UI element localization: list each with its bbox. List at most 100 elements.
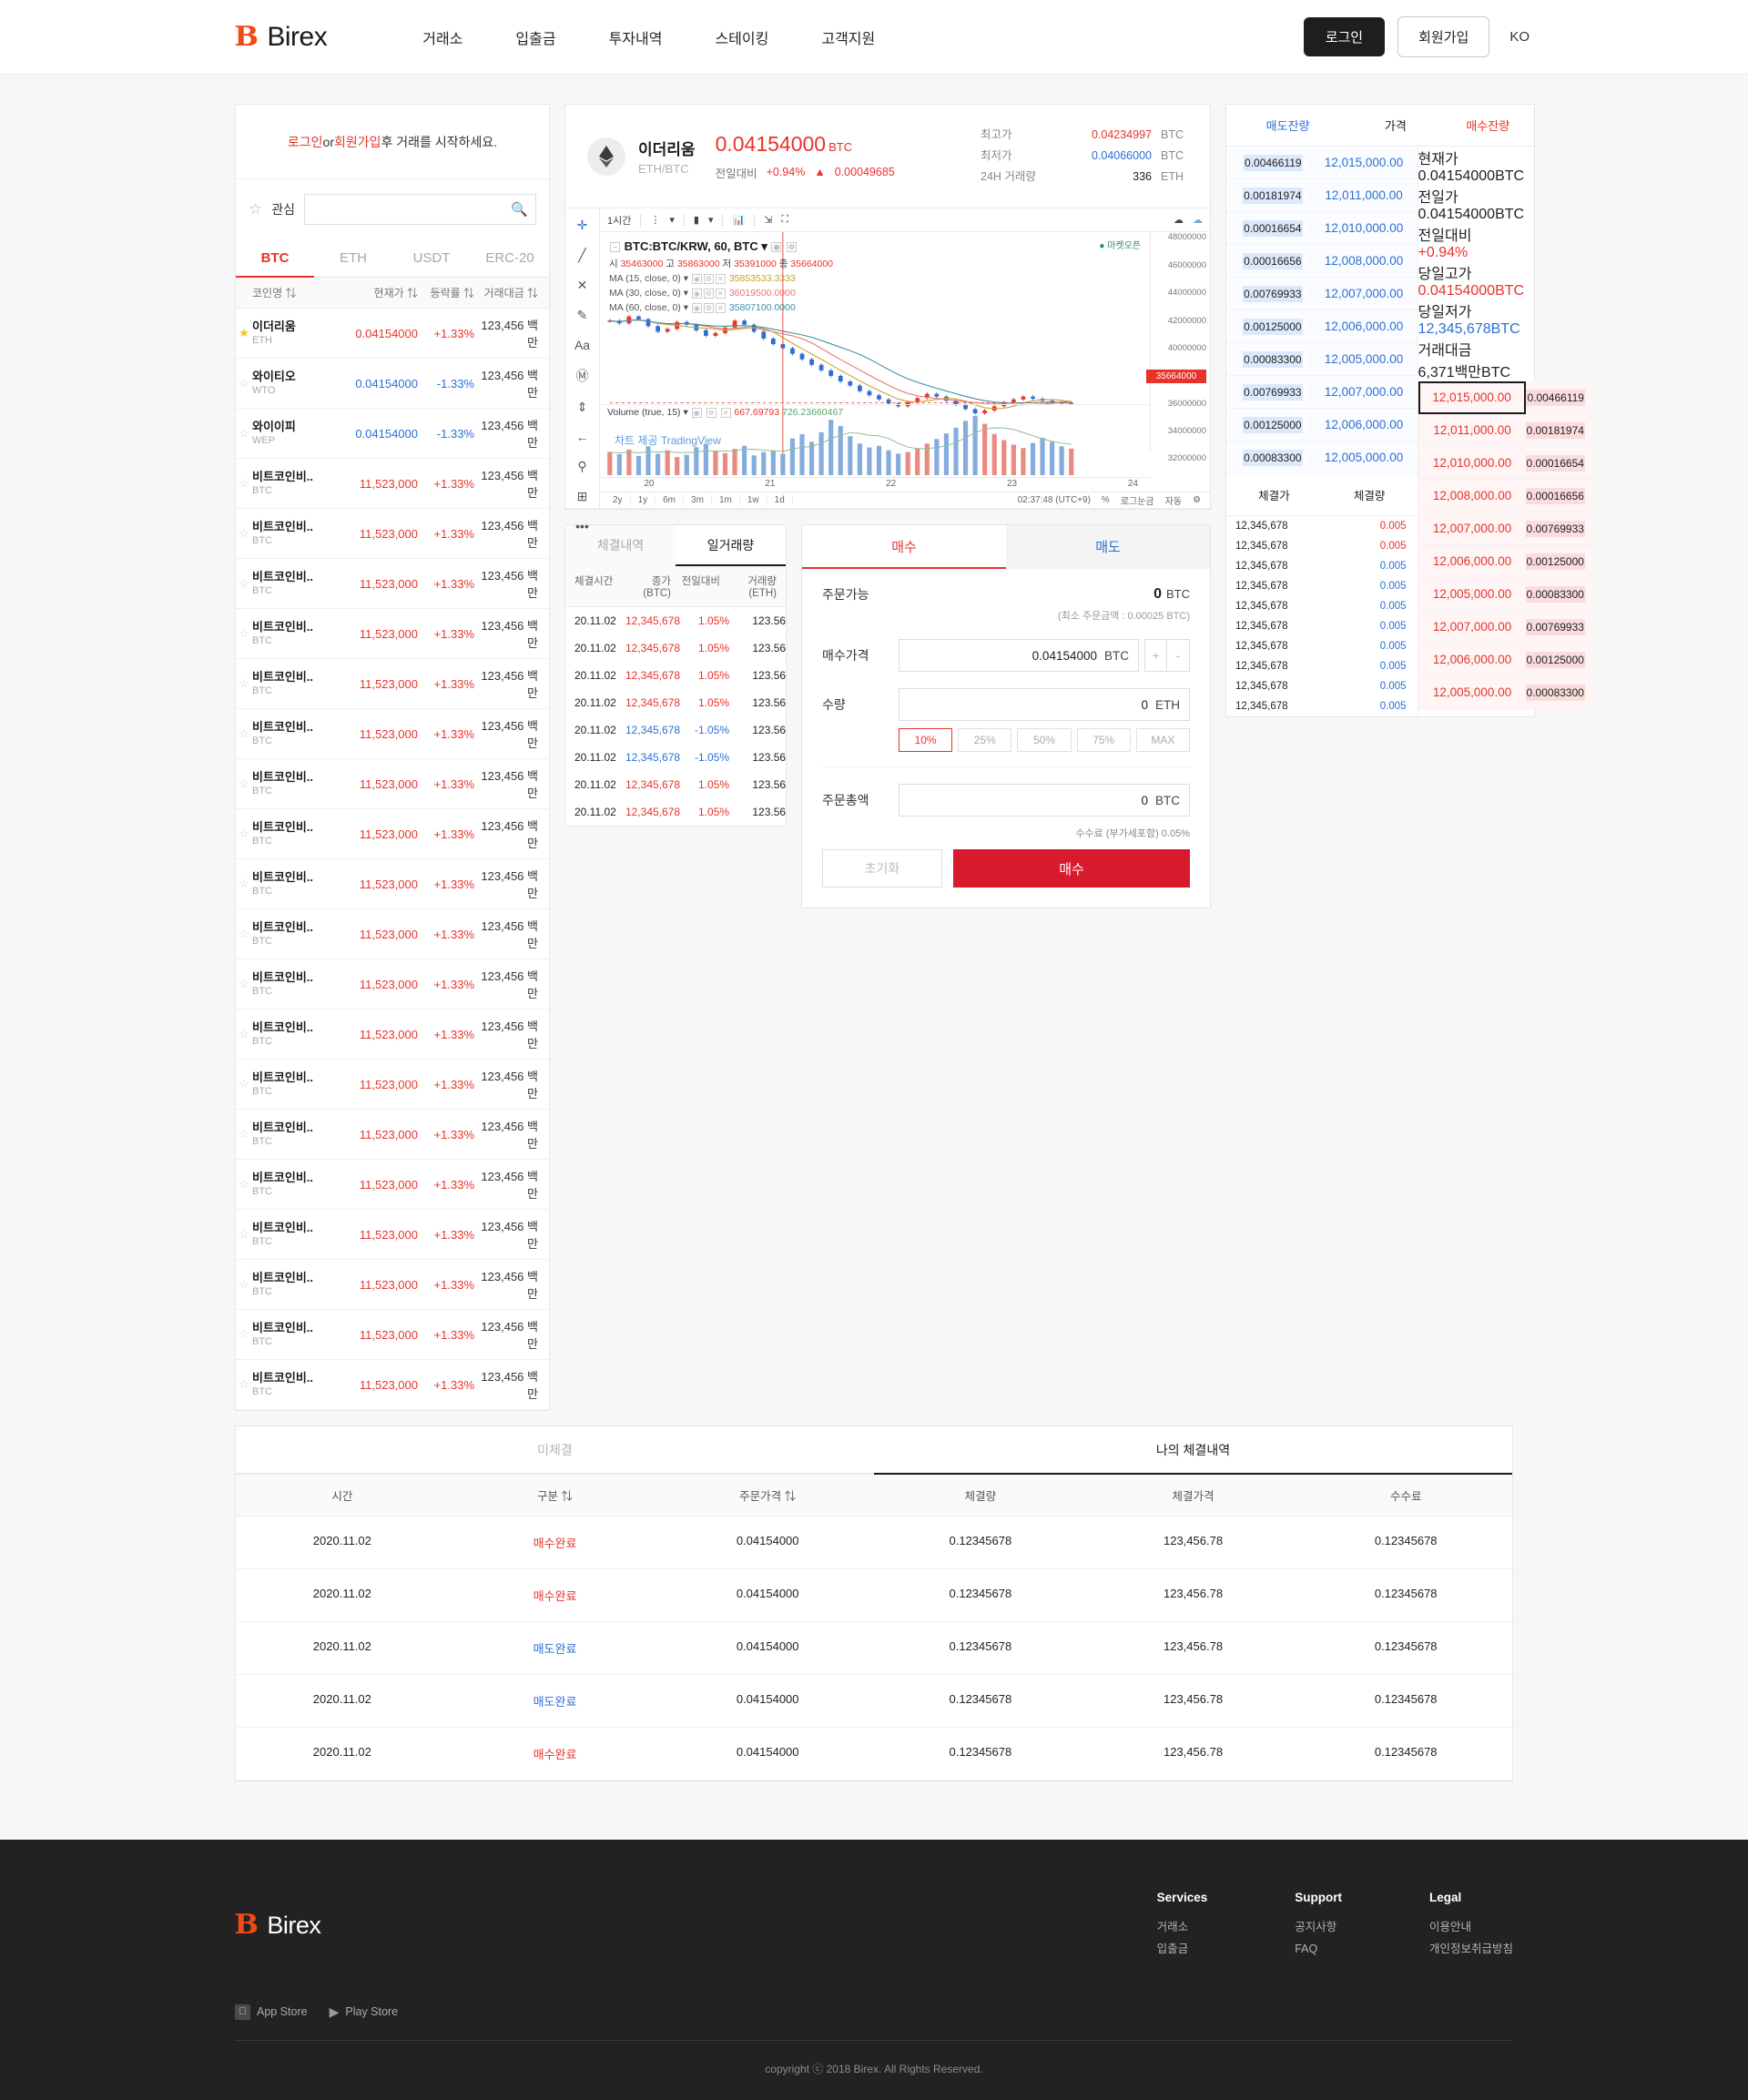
zoom-icon[interactable]: ⚲ [577,459,587,474]
nav-item-deposit-withdraw[interactable]: 입출금 [515,31,556,47]
favorite-star-icon[interactable]: ☆ [239,576,249,590]
bid-price[interactable]: 12,006,000.00 [1418,554,1526,568]
bid-row[interactable]: 12,008,000.00 0.00016656 [1418,480,1592,512]
coin-row[interactable]: ☆ 비트코인비.. BTC 11,523,000 +1.33% 123,456 백만 [236,809,549,859]
coin-row[interactable]: ☆ 비트코인비.. BTC 11,523,000 +1.33% 123,456 백만 [236,509,549,559]
ask-row[interactable]: 0.00769933 12,007,000.00 [1226,376,1418,409]
favorite-star-icon[interactable]: ☆ [239,1177,249,1191]
bid-price[interactable]: 12,005,000.00 [1418,685,1526,699]
favorite-star-icon[interactable]: ☆ [239,927,249,940]
bid-price[interactable]: 12,005,000.00 [1418,587,1526,601]
market-tab-eth[interactable]: ETH [340,250,367,266]
compare-icon[interactable]: ⇲ [764,215,773,227]
percent-25[interactable]: 25% [958,728,1012,753]
ma-indicator[interactable]: MA (15, close, 0) ▾ ◉ ⚙ ✕ 35853533.3333 [609,272,796,284]
market-tab-erc20[interactable]: ERC-20 [485,250,534,266]
crosshair-icon[interactable]: ✛ [576,218,588,233]
ask-price[interactable]: 12,007,000.00 [1309,385,1418,399]
table-row[interactable]: 2020.11.02 매도완료 0.04154000 0.12345678 123,45… [236,1675,1512,1728]
tab-daily-volume[interactable]: 일거래량 [676,525,786,567]
nav-item-exchange[interactable]: 거래소 [422,31,463,47]
cloud-load-icon[interactable]: ☁ [1193,215,1203,227]
market-tab-btc[interactable]: BTC [236,239,314,278]
tab-buy[interactable]: 매수 [802,525,1006,570]
coin-row[interactable]: ☆ 와이티오 WTO 0.04154000 -1.33% 123,456 백만 [236,359,549,409]
favorite-star-icon[interactable]: ☆ [239,1227,249,1241]
col-price[interactable]: 현재가 ⇅ [373,287,418,299]
table-row[interactable]: 2020.11.02 매수완료 0.04154000 0.12345678 123,45… [236,1569,1512,1622]
bid-row[interactable]: 12,011,000.00 0.00181974 [1418,414,1592,447]
timeframe-1w[interactable]: 1w [740,495,767,506]
total-input[interactable]: 0 BTC [899,784,1190,817]
percent-50[interactable]: 50% [1017,728,1072,753]
legend-eye-icon[interactable]: ◉ [771,242,782,253]
coin-row[interactable]: ☆ 비트코인비.. BTC 11,523,000 +1.33% 123,456 백만 [236,659,549,709]
coin-row[interactable]: ☆ 비트코인비.. BTC 11,523,000 +1.33% 123,456 백만 [236,1310,549,1360]
tab-trade-history[interactable]: 체결내역 [565,525,676,567]
coin-row[interactable]: ☆ 비트코인비.. BTC 11,523,000 +1.33% 123,456 백만 [236,459,549,509]
nav-item-investments[interactable]: 투자내역 [608,31,663,47]
footer-link[interactable]: 거래소 [1156,1921,1189,1933]
chart-settings-gear-icon[interactable]: ⚙ [1193,495,1201,506]
favorite-star-icon[interactable]: ☆ [239,476,249,490]
login-button[interactable]: 로그인 [1303,17,1386,56]
play-store-link[interactable]: ▶ Play Store [329,2004,399,2019]
ask-row[interactable]: 0.00016654 12,010,000.00 [1226,212,1418,245]
tab-open-orders[interactable]: 미체결 [236,1426,874,1475]
footer-brand[interactable]: B Birex [234,1891,321,1961]
favorite-star-icon[interactable]: ☆ [239,1327,249,1341]
favorite-star-icon[interactable]: ☆ [239,1377,249,1391]
coin-row[interactable]: ☆ 비트코인비.. BTC 11,523,000 +1.33% 123,456 백만 [236,1110,549,1160]
timeframe-1m[interactable]: 1m [712,495,740,506]
trendline-icon[interactable]: ╱ [578,248,586,263]
bid-row[interactable]: 12,006,000.00 0.00125000 [1418,644,1592,676]
notice-signup-link[interactable]: 회원가입 [333,134,381,149]
favorite-star-icon[interactable]: ☆ [239,676,249,690]
ask-price[interactable]: 12,011,000.00 [1309,188,1418,202]
chart-percent-toggle[interactable]: % [1101,495,1110,506]
ask-row[interactable]: 0.00016656 12,008,000.00 [1226,245,1418,278]
price-decrement-button[interactable]: - [1167,639,1190,673]
favorite-star-icon[interactable]: ☆ [239,376,249,390]
style-chevron-icon[interactable]: ▾ [707,215,714,227]
footer-link[interactable]: FAQ [1295,1942,1318,1955]
favorites-label[interactable]: 관심 [271,202,296,217]
language-selector[interactable]: KO [1509,29,1530,45]
chart-interval-select[interactable]: 1시간 [607,215,632,227]
ruler-icon[interactable]: ⊞ [576,489,588,504]
favorite-star-icon[interactable]: ☆ [239,1127,249,1141]
text-icon[interactable]: Aa [574,338,591,353]
ask-price[interactable]: 12,007,000.00 [1309,287,1418,300]
bid-row[interactable]: 12,005,000.00 0.00083300 [1418,578,1592,611]
table-row[interactable]: 2020.11.02 매수완료 0.04154000 0.12345678 123,45… [236,1728,1512,1780]
price-input[interactable]: 0.04154000 BTC [899,639,1139,673]
ask-price[interactable]: 12,005,000.00 [1309,352,1418,366]
collapse-icon[interactable]: − [610,242,620,253]
coin-row[interactable]: ☆ 비트코인비.. BTC 11,523,000 +1.33% 123,456 백만 [236,859,549,909]
chart-symbol-title[interactable]: − BTC:BTC/KRW, 60, BTC ▾ ◉ ⚙ [609,238,833,256]
bid-row[interactable]: 12,007,000.00 0.00769933 [1418,611,1592,644]
tradingview-chart[interactable]: ✛ ╱ ✕ ✎ Aa Ⓜ ⇕ ← ⚲ ⊞ ••• 1시간 ⋮ [565,208,1210,533]
favorite-star-icon[interactable]: ☆ [239,426,249,440]
coin-row[interactable]: ☆ 비트코인비.. BTC 11,523,000 +1.33% 123,456 백만 [236,1060,549,1110]
favorite-star-icon[interactable]: ☆ [239,1077,249,1091]
volume-close-icon[interactable]: ✕ [720,408,731,419]
chart-chevron-down-icon[interactable]: ▾ [669,215,675,227]
footer-link[interactable]: 입출금 [1156,1942,1189,1955]
tab-sell[interactable]: 매도 [1006,525,1210,570]
bid-price[interactable]: 12,007,000.00 [1418,522,1526,535]
ask-row[interactable]: 0.00083300 12,005,000.00 [1226,343,1418,376]
ma-indicator[interactable]: MA (30, close, 0) ▾ ◉ ⚙ ✕ 36019500.0000 [609,288,796,299]
ask-row[interactable]: 0.00083300 12,005,000.00 [1226,441,1418,474]
candle-style-icon[interactable]: ▮ [693,215,699,227]
nav-item-staking[interactable]: 스테이킹 [715,31,769,47]
bid-price[interactable]: 12,011,000.00 [1418,423,1526,437]
footer-link[interactable]: 개인정보취급방침 [1428,1942,1513,1955]
bid-row[interactable]: 12,010,000.00 0.00016654 [1418,447,1592,480]
coin-row[interactable]: ☆ 비트코인비.. BTC 11,523,000 +1.33% 123,456 백만 [236,1260,549,1310]
chart-log-toggle[interactable]: 로그눈금 [1120,497,1154,508]
chart-body[interactable]: 1시간 ⋮ ▾ ▮ ▾ 📊 ⇲ ⛶ ☁ ☁ [600,208,1210,508]
footer-link[interactable]: 공지사항 [1295,1921,1337,1933]
col-volume[interactable]: 거래대금 ⇅ [483,287,538,299]
favorite-star-icon[interactable]: ☆ [239,526,249,540]
